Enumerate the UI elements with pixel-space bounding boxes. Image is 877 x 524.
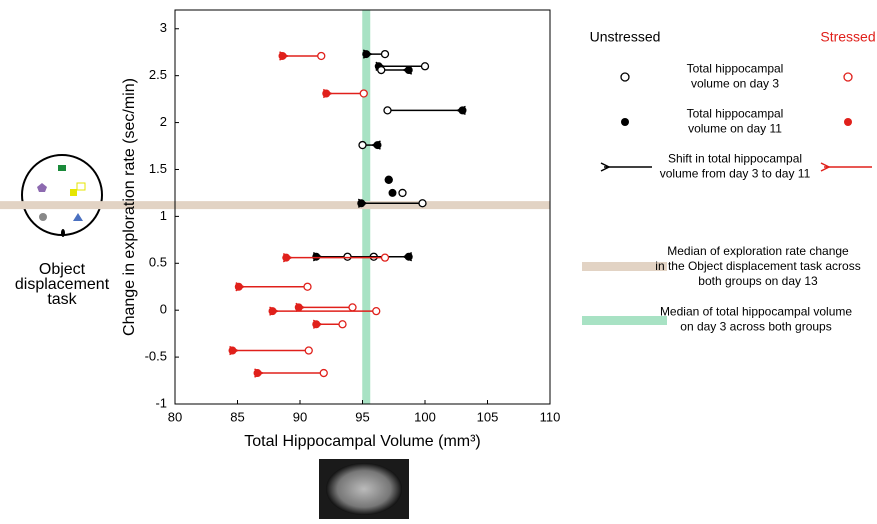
shift-arrow [236, 283, 308, 291]
day3-point [349, 304, 356, 311]
shift-arrow [821, 163, 872, 171]
day11-point [385, 176, 393, 184]
legend-text: volume on day 11 [688, 122, 782, 136]
y-tick-label: 2.5 [149, 67, 167, 82]
legend-day3 [844, 73, 852, 81]
y-tick-label: 0.5 [149, 255, 167, 270]
shift-arrow [348, 253, 412, 261]
day11-point [374, 141, 382, 149]
day11-point [295, 303, 303, 311]
x-tick-label: 80 [168, 409, 182, 424]
legend-text: Median of exploration rate change [667, 244, 849, 258]
day3-point [384, 107, 391, 114]
legend-text: on day 3 across both groups [680, 320, 831, 334]
day3-point [359, 142, 366, 149]
day11-point [279, 52, 287, 60]
day11-point [362, 50, 370, 58]
day11-point [322, 89, 330, 97]
legend-series-name: Unstressed [590, 29, 661, 45]
day11-point [282, 254, 290, 262]
legend-text: Median of total hippocampal volume [660, 305, 852, 319]
day11-point [269, 307, 277, 315]
day3-point [382, 254, 389, 261]
day11-point [389, 189, 397, 197]
legend-text: task [47, 291, 77, 308]
day3-point [373, 308, 380, 315]
brain-slice [326, 463, 402, 515]
day11-point [312, 320, 320, 328]
day11-point [459, 106, 467, 114]
legend-text: Shift in total hippocampal [668, 152, 802, 166]
shift-arrow [388, 106, 466, 114]
day11-point [229, 347, 237, 355]
x-tick-label: 100 [414, 409, 436, 424]
shift-arrow [601, 163, 652, 171]
y-tick-label: 0 [160, 302, 167, 317]
day11-point [357, 199, 365, 207]
legend-day3 [621, 73, 629, 81]
day11-point [254, 369, 262, 377]
shift-arrow [255, 369, 324, 377]
day3-point [419, 200, 426, 207]
legend-day11 [621, 118, 629, 126]
legend-text: in the Object displacement task across [655, 259, 860, 273]
day11-point [405, 253, 413, 261]
y-tick-label: 2 [160, 114, 167, 129]
y-tick-label: -0.5 [145, 349, 167, 364]
legend-day11 [844, 118, 852, 126]
day11-point [312, 253, 320, 261]
median-y-band [0, 201, 550, 209]
legend-median-y [582, 262, 667, 271]
day3-point [422, 63, 429, 70]
day3-point [344, 253, 351, 260]
legend-median-x [582, 316, 667, 325]
legend-text: volume from day 3 to day 11 [660, 167, 811, 181]
y-tick-label: -1 [155, 395, 167, 410]
shift-arrow [270, 307, 377, 315]
day3-point [304, 283, 311, 290]
legend-text: Total hippocampal [687, 107, 784, 121]
x-tick-label: 105 [477, 409, 499, 424]
y-tick-label: 3 [160, 20, 167, 35]
x-axis-label: Total Hippocampal Volume (mm³) [244, 433, 481, 450]
day3-point [318, 52, 325, 59]
day11-point [235, 283, 243, 291]
y-tick-label: 1.5 [149, 161, 167, 176]
day11-point [405, 66, 413, 74]
shift-arrow [296, 303, 353, 311]
day3-point [399, 189, 406, 196]
x-tick-label: 90 [293, 409, 307, 424]
legend-series-name: Stressed [820, 29, 875, 45]
y-tick-label: 1 [160, 208, 167, 223]
shift-arrow [230, 347, 309, 355]
legend-text: volume on day 3 [691, 77, 779, 91]
legend-text: both groups on day 13 [698, 274, 818, 288]
day3-point [320, 370, 327, 377]
x-tick-label: 95 [355, 409, 369, 424]
day3-point [378, 67, 385, 74]
x-tick-label: 85 [230, 409, 244, 424]
day3-point [382, 51, 389, 58]
day3-point [339, 321, 346, 328]
x-tick-label: 110 [540, 409, 561, 424]
y-axis-label: Change in exploration rate (sec/min) [121, 78, 138, 336]
legend-text: Total hippocampal [687, 62, 784, 76]
task-arena [22, 155, 102, 237]
figure: 80 85 90 95 100 105 110 -1 -0.5 0 0.5 1 1.5 2 2.5 3 Tota… [0, 0, 877, 519]
day3-point [305, 347, 312, 354]
day3-point [360, 90, 367, 97]
